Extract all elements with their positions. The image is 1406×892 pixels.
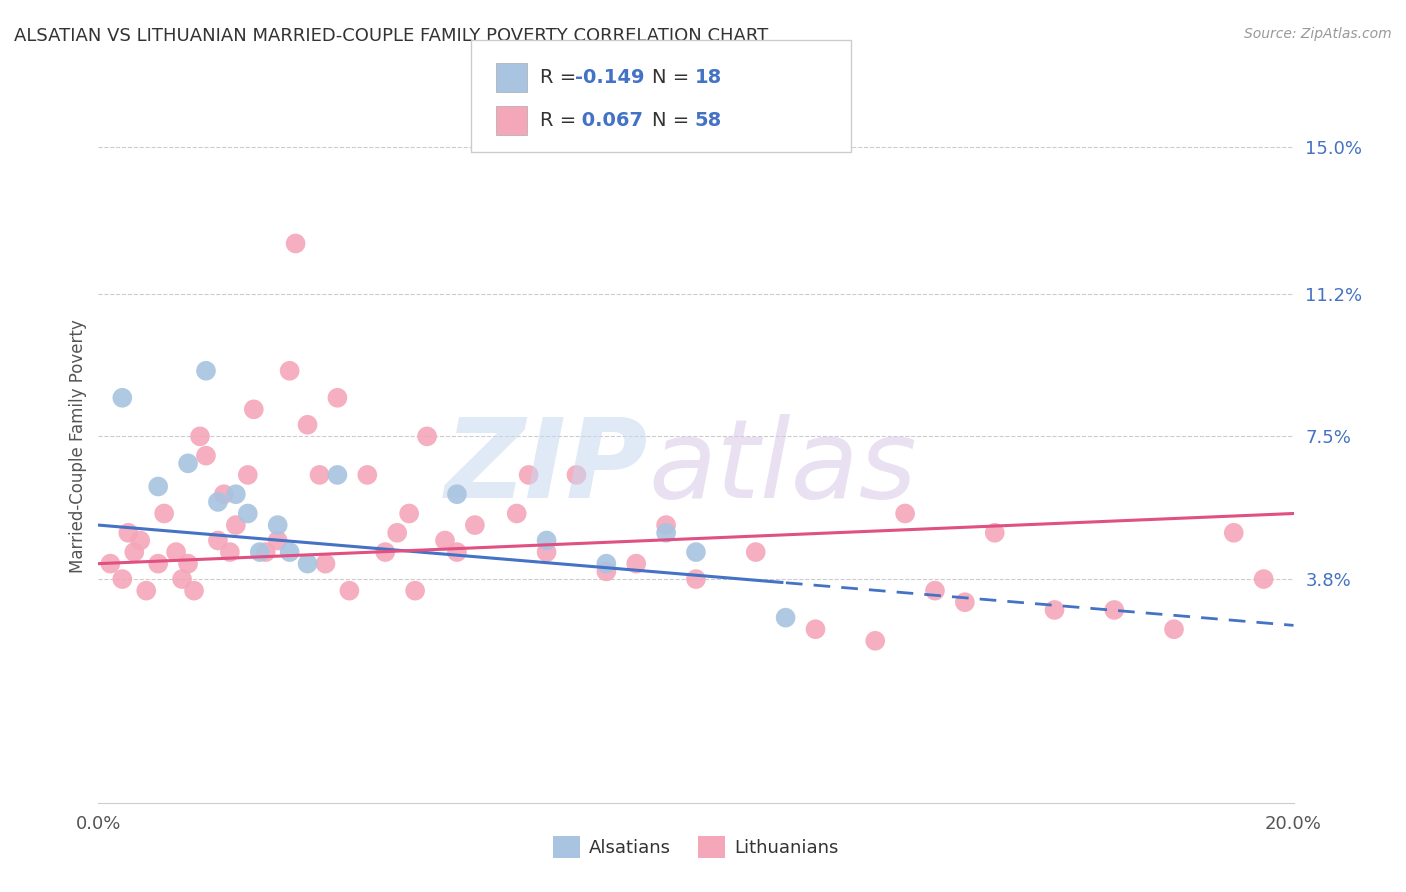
Text: R =: R = (540, 111, 582, 130)
Point (326, 391, 349, 405)
Point (195, 364, 218, 378)
Point (506, 507, 529, 521)
Point (267, 533, 290, 548)
Point (153, 507, 176, 521)
Point (626, 557, 648, 571)
Point (254, 545, 277, 559)
Point (953, 595, 976, 609)
Point (111, 572, 134, 586)
Text: 0.067: 0.067 (575, 111, 643, 130)
Text: -0.149: -0.149 (575, 68, 644, 87)
Point (111, 391, 134, 405)
Point (804, 622, 827, 636)
Text: ZIP: ZIP (444, 414, 648, 521)
Point (339, 583, 361, 598)
Point (745, 545, 768, 559)
Point (655, 518, 678, 533)
Point (117, 525, 139, 540)
Point (464, 518, 486, 533)
Text: 58: 58 (695, 111, 721, 130)
Point (536, 545, 558, 559)
Point (315, 557, 337, 571)
Point (308, 467, 330, 482)
Point (225, 487, 247, 501)
Point (404, 583, 426, 598)
Point (278, 545, 301, 559)
Point (775, 610, 797, 624)
Point (356, 467, 378, 482)
Point (297, 557, 319, 571)
Point (446, 545, 468, 559)
Point (212, 487, 235, 501)
Point (1104, 603, 1126, 617)
Point (517, 467, 540, 482)
Point (207, 495, 229, 509)
Point (655, 525, 678, 540)
Point (894, 507, 917, 521)
Point (225, 518, 247, 533)
Point (236, 507, 259, 521)
Point (984, 525, 1007, 540)
Legend: Alsatians, Lithuanians: Alsatians, Lithuanians (546, 829, 846, 865)
Point (177, 456, 200, 470)
Point (243, 402, 266, 417)
Point (1163, 622, 1185, 636)
Point (865, 633, 887, 648)
Point (183, 583, 205, 598)
Point (249, 545, 271, 559)
Point (284, 236, 307, 251)
Text: N =: N = (652, 68, 696, 87)
Point (595, 565, 617, 579)
Point (565, 467, 588, 482)
Point (148, 479, 170, 493)
Text: 18: 18 (695, 68, 721, 87)
Point (536, 533, 558, 548)
Point (124, 545, 146, 559)
Point (177, 557, 200, 571)
Point (434, 533, 457, 548)
Point (595, 557, 617, 571)
Point (207, 533, 229, 548)
Point (172, 572, 194, 586)
Point (924, 583, 946, 598)
Point (685, 572, 707, 586)
Point (326, 467, 349, 482)
Point (374, 545, 396, 559)
Point (416, 429, 439, 443)
Point (165, 545, 187, 559)
Text: R =: R = (540, 68, 582, 87)
Text: atlas: atlas (648, 414, 917, 521)
Point (1223, 525, 1246, 540)
Point (188, 429, 211, 443)
Text: Source: ZipAtlas.com: Source: ZipAtlas.com (1244, 27, 1392, 41)
Point (195, 449, 218, 463)
Point (685, 545, 707, 559)
Point (129, 533, 152, 548)
Point (98, 557, 122, 571)
Point (1043, 603, 1066, 617)
Point (267, 518, 290, 533)
Point (278, 364, 301, 378)
Text: N =: N = (652, 111, 696, 130)
Point (446, 487, 468, 501)
Point (219, 545, 242, 559)
Y-axis label: Married-Couple Family Poverty: Married-Couple Family Poverty (69, 319, 87, 573)
Point (135, 583, 157, 598)
Point (398, 507, 420, 521)
Point (148, 557, 170, 571)
Point (297, 417, 319, 432)
Point (1253, 572, 1275, 586)
Point (385, 525, 409, 540)
Text: ALSATIAN VS LITHUANIAN MARRIED-COUPLE FAMILY POVERTY CORRELATION CHART: ALSATIAN VS LITHUANIAN MARRIED-COUPLE FA… (14, 27, 768, 45)
Point (236, 467, 259, 482)
